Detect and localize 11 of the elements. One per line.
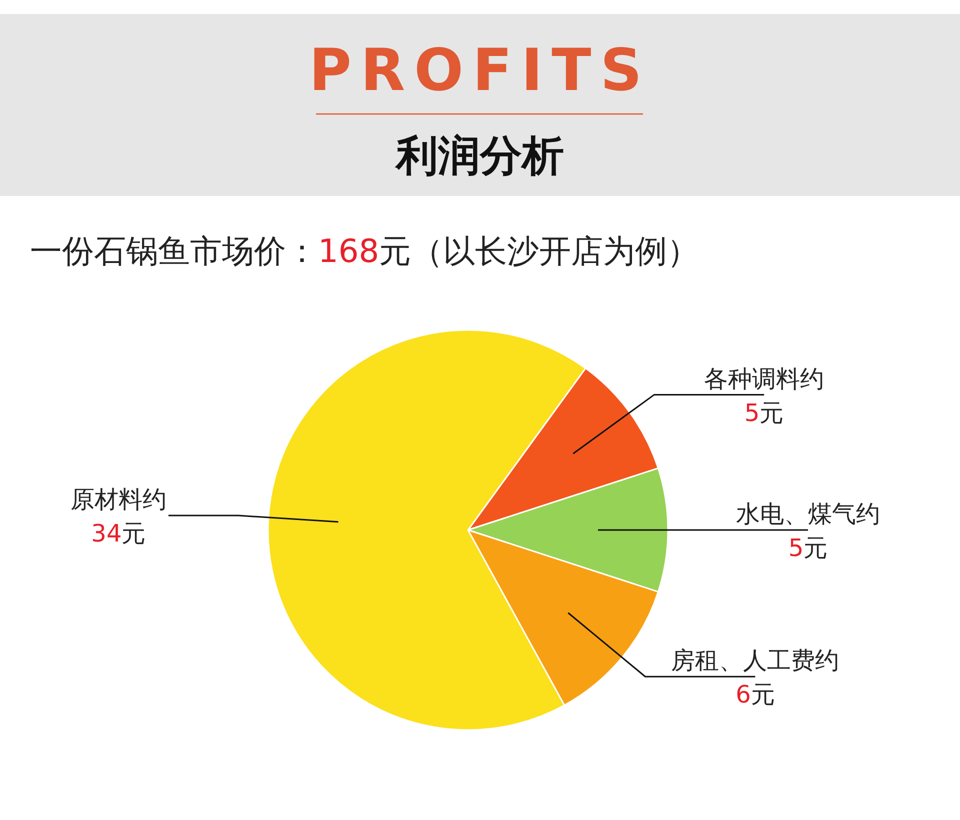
slice-label: 房租、人工费约	[671, 646, 840, 675]
chart-subtitle: 利润分析	[394, 131, 564, 180]
data-label: 34元	[91, 520, 146, 548]
data-label: 5元	[788, 534, 828, 562]
text: 一份石锅鱼市场价：168元（以长沙开店为例）	[30, 232, 700, 270]
slice-label: 原材料约	[70, 486, 166, 514]
chart-title: PROFITS	[308, 36, 652, 104]
data-label: 5元	[744, 398, 784, 427]
data-label: 6元	[736, 680, 775, 709]
slice-label: 水电、煤气约	[736, 500, 880, 528]
slice-label: 各种调料约	[704, 364, 824, 393]
